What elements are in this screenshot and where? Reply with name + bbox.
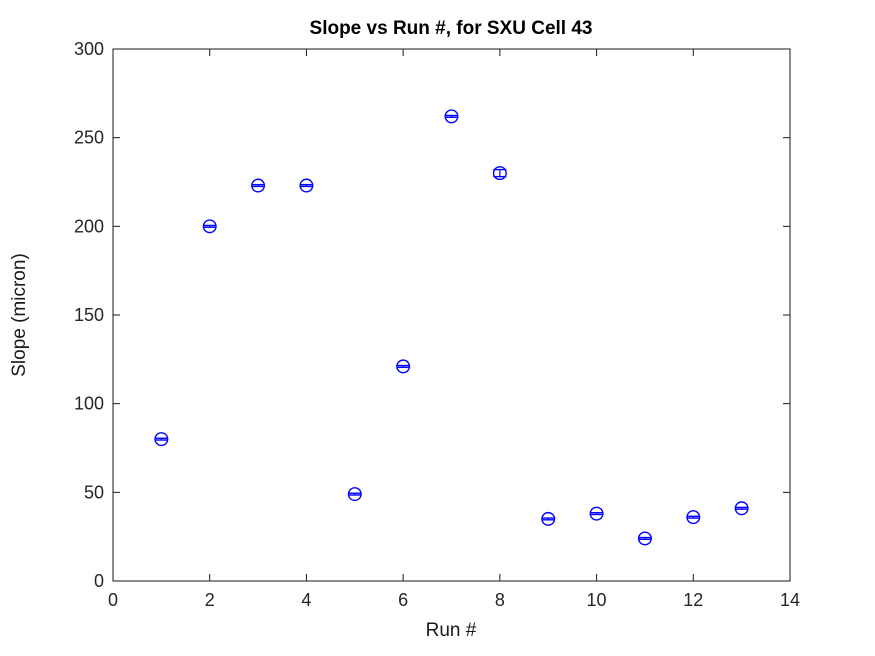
marker-circle — [444, 109, 459, 124]
marker-circle — [734, 501, 749, 516]
data-point — [734, 501, 749, 516]
marker-circle — [396, 359, 411, 374]
data-point — [202, 219, 217, 234]
x-tick-label: 2 — [205, 590, 215, 610]
axis-ticks — [112, 48, 791, 582]
marker-circle — [686, 510, 701, 525]
marker-circle — [347, 487, 362, 502]
y-tick-label: 0 — [94, 571, 104, 591]
x-tick-label: 12 — [683, 590, 703, 610]
data-point — [444, 109, 459, 124]
y-tick-label: 50 — [84, 482, 104, 502]
x-tick-label: 6 — [398, 590, 408, 610]
marker-circle — [251, 178, 266, 193]
x-tick-label: 4 — [301, 590, 311, 610]
y-tick-label: 200 — [74, 216, 104, 236]
y-tick-label: 300 — [74, 39, 104, 59]
data-point — [154, 432, 169, 447]
chart-title: Slope vs Run #, for SXU Cell 43 — [310, 18, 593, 39]
data-point — [492, 166, 507, 181]
x-tick-label: 14 — [780, 590, 800, 610]
marker-circle — [492, 166, 507, 181]
marker-circle — [202, 219, 217, 234]
x-tick-label: 10 — [587, 590, 607, 610]
data-point — [637, 531, 652, 546]
data-point — [251, 178, 266, 193]
data-point — [589, 506, 604, 521]
data-point — [541, 511, 556, 526]
marker-circle — [637, 531, 652, 546]
data-point — [347, 487, 362, 502]
y-axis-label: Slope (micron) — [9, 253, 30, 377]
x-tick-label: 0 — [108, 590, 118, 610]
plot-border — [112, 48, 791, 582]
marker-circle — [299, 178, 314, 193]
marker-circle — [154, 432, 169, 447]
data-point — [686, 510, 701, 525]
plot-area — [112, 48, 791, 582]
y-tick-label: 150 — [74, 305, 104, 325]
y-tick-label: 250 — [74, 128, 104, 148]
x-axis-label: Run # — [426, 620, 477, 641]
marker-circle — [589, 506, 604, 521]
marker-circle — [541, 511, 556, 526]
data-points — [154, 109, 749, 546]
x-tick-label: 8 — [495, 590, 505, 610]
data-point — [396, 359, 411, 374]
data-point — [299, 178, 314, 193]
tick-labels: 0 2 4 6 8 10 12 14 0 50 100 150 200 250 300 — [74, 39, 800, 610]
y-tick-label: 100 — [74, 394, 104, 414]
